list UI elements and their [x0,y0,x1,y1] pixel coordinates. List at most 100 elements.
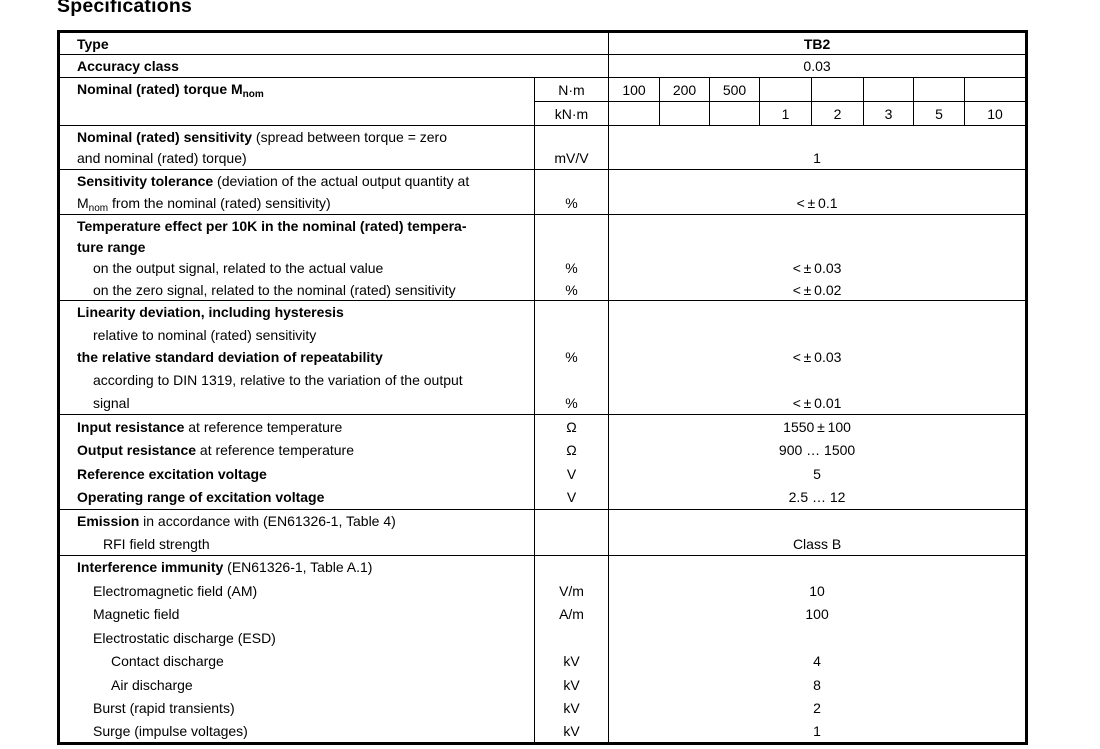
label-text: Contact discharge [111,653,224,670]
table-row: on the zero signal, related to the nomin… [59,279,1027,301]
label-text: at reference temperature [196,442,355,459]
spec-label-interference-immunity-6: Burst (rapid transients) [59,696,535,720]
table-row: Emission in accordance with (EN61326-1, … [58,508,1027,533]
accuracy-class-value: 0.03 [608,54,1027,78]
label-text: RFI field strength [103,535,210,552]
spec-label-temperature-effect-2: on the output signal, related to the act… [59,258,535,280]
table-row: Nominal (rated) sensitivity (spread betw… [58,125,1027,148]
spec-value-linearity-repeatability-2: < ± 0.03 [608,346,1027,369]
spec-value-emission-0 [608,508,1027,533]
spec-unit-sensitivity-tolerance-1: % [533,192,609,215]
spec-unit-resistance-excitation-2: V [533,461,609,486]
torque-value-cell-1-7: 10 [964,101,1027,126]
spec-unit-linearity-repeatability-0 [533,300,609,324]
label-text: Air discharge [111,676,193,693]
label-text: Electrostatic discharge (ESD) [93,629,276,646]
spec-label-linearity-repeatability-1: relative to nominal (rated) sensitivity [59,323,535,346]
label-text: Linearity deviation, including hysteresi… [77,304,344,321]
label-text: Magnetic field [93,606,180,623]
label-text: Emission [77,513,140,530]
label-text: Interference immunity [77,559,224,576]
spec-unit-linearity-repeatability-3 [533,368,609,392]
spec-unit-nominal-sensitivity-1: mV/V [533,147,609,170]
spec-value-sensitivity-tolerance-1: < ± 0.1 [608,192,1027,215]
label-text: on the output signal, related to the act… [93,260,384,277]
spec-unit-linearity-repeatability-2: % [533,346,609,369]
spec-unit-temperature-effect-1 [533,236,609,258]
spec-unit-interference-immunity-0 [533,554,609,579]
spec-label-sensitivity-tolerance-0: Sensitivity tolerance (deviation of the … [58,169,535,192]
table-row: according to DIN 1319, relative to the v… [59,368,1027,392]
table-row: Interference immunity (EN61326-1, Table … [58,554,1027,579]
label-text: Surge (impulse voltages) [93,722,248,739]
table-row: Accuracy class 0.03 [58,54,1027,78]
spec-value-interference-immunity-5: 8 [608,672,1027,697]
spec-value-nominal-sensitivity-0 [608,125,1027,148]
table-row: Type TB2 [59,31,1027,55]
table-row: Mnom from the nominal (rated) sensitivit… [59,192,1027,215]
spec-unit-linearity-repeatability-4: % [533,391,609,415]
spec-value-interference-immunity-6: 2 [608,696,1027,720]
type-value: TB2 [608,31,1027,55]
row-label-accuracy-class: Accuracy class [58,54,609,78]
spec-unit-resistance-excitation-0: Ω [533,413,609,439]
label-text: ture range [77,238,146,255]
spec-unit-linearity-repeatability-1 [533,323,609,347]
spec-value-linearity-repeatability-4: < ± 0.01 [608,391,1027,415]
spec-label-interference-immunity-5: Air discharge [59,673,535,697]
spec-label-interference-immunity-2: Magnetic field [59,602,535,626]
spec-value-temperature-effect-3: < ± 0.02 [608,279,1027,301]
label-text: in accordance with (EN61326-1, Table 4) [139,513,396,530]
spec-value-temperature-effect-0 [608,214,1027,236]
subscript-text: nom [242,89,264,100]
torque-value-cell-1-6: 5 [913,101,965,126]
table-row: Electrostatic discharge (ESD) [59,625,1027,650]
label-text: and nominal (rated) torque) [77,150,247,167]
spec-value-linearity-repeatability-1 [608,323,1027,347]
torque-value-cell-1-5: 3 [863,101,914,126]
torque-value-cell-0-2: 500 [709,77,760,102]
label-text: Electromagnetic field (AM) [93,582,258,599]
spec-value-interference-immunity-0 [608,554,1027,579]
table-row: Electromagnetic field (AM) V/m 10 [59,578,1027,603]
spec-label-interference-immunity-7: Surge (impulse voltages) [59,720,535,744]
table-row: Surge (impulse voltages) kV 1 [59,719,1027,744]
table-row: signal% < ± 0.01 [59,391,1027,415]
label-text: signal [93,394,130,411]
spec-value-linearity-repeatability-0 [608,300,1027,324]
table-row: the relative standard deviation of repea… [59,346,1027,369]
label-text: M [77,194,89,211]
spec-unit-interference-immunity-1: V/m [533,578,609,603]
table-row: Operating range of excitation voltage V 2.… [59,485,1027,510]
spec-label-linearity-repeatability-2: the relative standard deviation of repea… [59,346,535,369]
torque-value-cell-0-3 [759,77,812,102]
label-text: Burst (rapid transients) [93,700,235,717]
table-row: on the output signal, related to the act… [59,257,1027,280]
label-text: the relative standard deviation of repea… [77,349,383,366]
table-row: Sensitivity tolerance (deviation of the … [58,169,1027,192]
spec-label-emission-1: RFI field strength [59,532,535,555]
label-text: (EN61326-1, Table A.1) [223,559,373,576]
spec-label-linearity-repeatability-4: signal [59,392,535,415]
spec-unit-temperature-effect-3: % [533,279,609,301]
spec-value-interference-immunity-2: 100 [608,602,1027,626]
table-row: Air discharge kV 8 [59,672,1027,697]
spec-label-nominal-sensitivity-1: and nominal (rated) torque) [59,148,535,170]
torque-value-cell-1-4: 2 [811,101,864,126]
spec-value-temperature-effect-2: < ± 0.03 [608,257,1027,279]
spec-label-linearity-repeatability-3: according to DIN 1319, relative to the v… [59,369,535,392]
specifications-table: Type TB2 Accuracy class 0.03 Nominal (rated)… [57,30,1029,745]
table-row: and nominal (rated) torque) mV/V 1 [59,147,1027,170]
spec-unit-resistance-excitation-1: Ω [533,438,609,462]
spec-label-emission-0: Emission in accordance with (EN61326-1, … [58,508,535,533]
spec-label-temperature-effect-0: Temperature effect per 10K in the nomina… [58,214,535,236]
spec-unit-nominal-sensitivity-0 [533,125,609,148]
label-text: Operating range of excitation voltage [77,489,325,506]
label-text: Nominal (rated) sensitivity [77,128,253,145]
spec-unit-interference-immunity-6: kV [533,696,609,720]
row-label-type: Type [77,35,109,52]
spec-label-linearity-repeatability-0: Linearity deviation, including hysteresi… [58,300,535,324]
spec-value-sensitivity-tolerance-0 [608,169,1027,192]
spec-value-emission-1: Class B [608,532,1027,556]
